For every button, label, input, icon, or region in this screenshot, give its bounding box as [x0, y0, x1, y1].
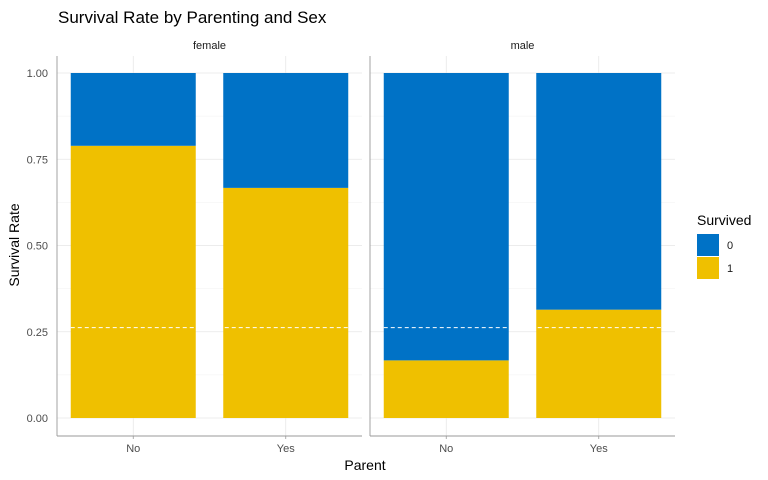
- legend-label-1: 1: [727, 263, 733, 275]
- y-tick-label: 0.00: [27, 413, 48, 425]
- y-tick-label: 0.25: [27, 327, 48, 339]
- y-tick-label: 0.75: [27, 154, 48, 166]
- facet-label: male: [511, 40, 535, 52]
- x-tick-label: No: [126, 443, 140, 455]
- x-axis-title: Parent: [344, 457, 385, 473]
- bar-female-yes-survived-1: [223, 187, 349, 418]
- bar-male-no-survived-0: [383, 73, 509, 361]
- x-tick-label: No: [439, 443, 453, 455]
- facet-label: female: [193, 40, 226, 52]
- bar-female-no-survived-1: [70, 145, 196, 419]
- y-axis-title: Survival Rate: [6, 203, 22, 286]
- x-tick-label: Yes: [590, 443, 608, 455]
- bar-male-yes-survived-1: [536, 309, 662, 418]
- bar-female-no-survived-0: [70, 73, 196, 146]
- panel-male: male No Yes: [369, 40, 675, 455]
- bar-male-no-survived-1: [383, 360, 509, 418]
- legend-key-0: [697, 234, 719, 256]
- y-tick-label: 0.50: [27, 241, 48, 253]
- bar-female-yes-survived-0: [223, 73, 349, 188]
- y-tick-label: 1.00: [27, 68, 48, 80]
- legend-title: Survived: [697, 212, 751, 228]
- x-tick-label: Yes: [277, 443, 295, 455]
- bar-male-yes-survived-0: [536, 73, 662, 310]
- panel-female: female No Yes: [56, 40, 362, 455]
- chart-title: Survival Rate by Parenting and Sex: [58, 8, 327, 27]
- legend-key-1: [697, 257, 719, 279]
- panels: female No Yes male No Yes 0.00 0.25 0.50 0.75 1.00: [27, 40, 675, 455]
- legend-label-0: 0: [727, 240, 733, 252]
- legend: Survived 0 1: [697, 212, 751, 279]
